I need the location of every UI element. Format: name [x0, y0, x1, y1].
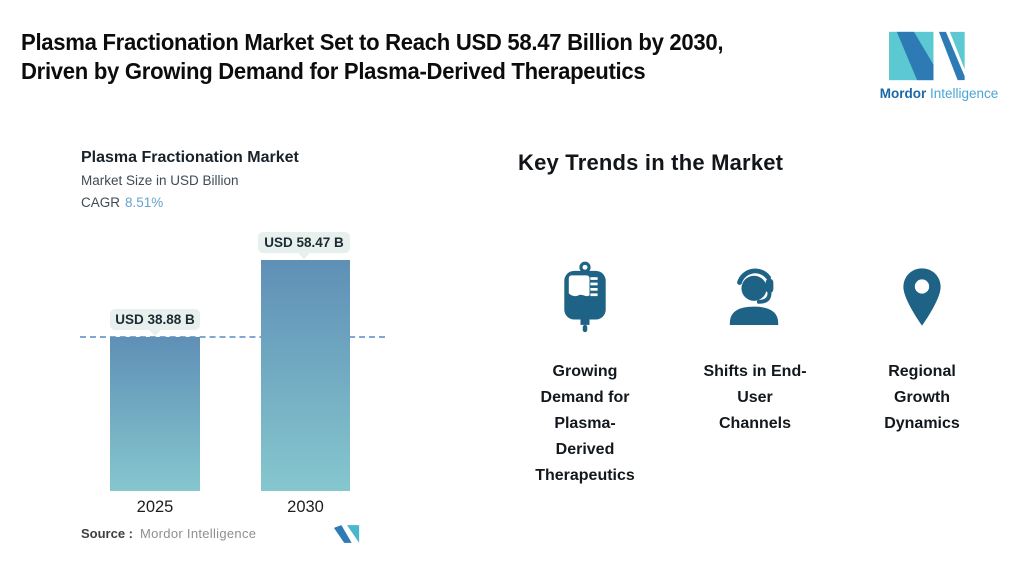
trend-item: Growing Demand for Plasma- Derived Thera… [510, 261, 660, 489]
source-attribution: Source : Mordor Intelligence [81, 526, 256, 541]
mini-logo-icon [333, 525, 360, 543]
trend-label: Shifts in End- User Channels [703, 363, 807, 432]
trend-label: Regional Growth Dynamics [884, 363, 960, 432]
support-agent-icon [729, 268, 779, 326]
trend-label: Growing Demand for Plasma- Derived Thera… [535, 363, 635, 484]
x-axis-tick-label: 2025 [136, 498, 174, 516]
chart-title: Plasma Fractionation Market [81, 149, 299, 166]
logo-wordmark: Mordor Intelligence [862, 86, 1016, 101]
source-label: Source : [81, 526, 134, 541]
bar-chart-plot: USD 38.88 B USD 58.47 B 2025 2030 [80, 232, 392, 516]
cagr-label: CAGR [81, 195, 121, 210]
mordor-intelligence-logo-icon [889, 31, 965, 81]
cagr-value: 8.51% [125, 195, 164, 210]
bar [110, 337, 200, 491]
location-pin-icon [903, 268, 941, 326]
blood-bag-icon [564, 261, 606, 333]
chart-cagr: CAGR 8.51% [81, 195, 163, 210]
logo-brand-bold: Mordor [879, 86, 927, 101]
x-axis-tick-label: 2030 [287, 498, 324, 516]
chart-subtitle: Market Size in USD Billion [81, 173, 239, 188]
page-title: Plasma Fractionation Market Set to Reach… [21, 29, 724, 84]
source-value: Mordor Intelligence [140, 526, 257, 541]
logo-brand-light: Intelligence [929, 86, 999, 101]
trend-item: Shifts in End- User Channels [680, 263, 830, 437]
trend-item: Regional Growth Dynamics [847, 263, 997, 437]
bar-value-callout: USD 38.88 B [110, 309, 200, 337]
bar [261, 260, 350, 491]
trends-heading: Key Trends in the Market [518, 150, 784, 175]
reference-dashed-line [80, 336, 385, 339]
bar-value-callout: USD 58.47 B [258, 232, 350, 259]
